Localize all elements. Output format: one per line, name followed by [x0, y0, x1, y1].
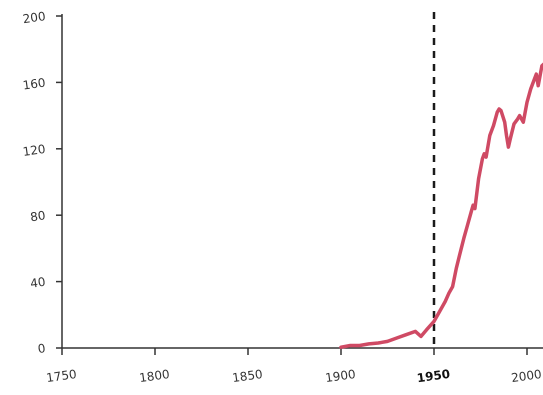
series-group	[339, 62, 543, 349]
y-tick-label: 40	[29, 275, 46, 291]
y-tick-label: 200	[22, 9, 47, 26]
x-tick-label: 1950	[416, 367, 451, 386]
series-line	[339, 62, 543, 349]
x-tick-label: 1900	[324, 367, 356, 385]
x-tick-label: 1800	[138, 367, 170, 385]
y-tick-label: 0	[37, 341, 47, 356]
y-axis-ticks: 200 160 120 80 40 0	[22, 9, 62, 356]
y-tick-label: 120	[22, 142, 47, 159]
x-tick-label: 1750	[45, 367, 77, 385]
x-tick-label: 2000	[510, 367, 542, 385]
y-tick-label: 80	[29, 208, 46, 224]
x-tick-label: 1850	[231, 367, 263, 385]
x-axis-ticks: 1750 1800 1850 1900 1950 2000	[45, 348, 543, 386]
y-tick-label: 160	[22, 76, 47, 93]
